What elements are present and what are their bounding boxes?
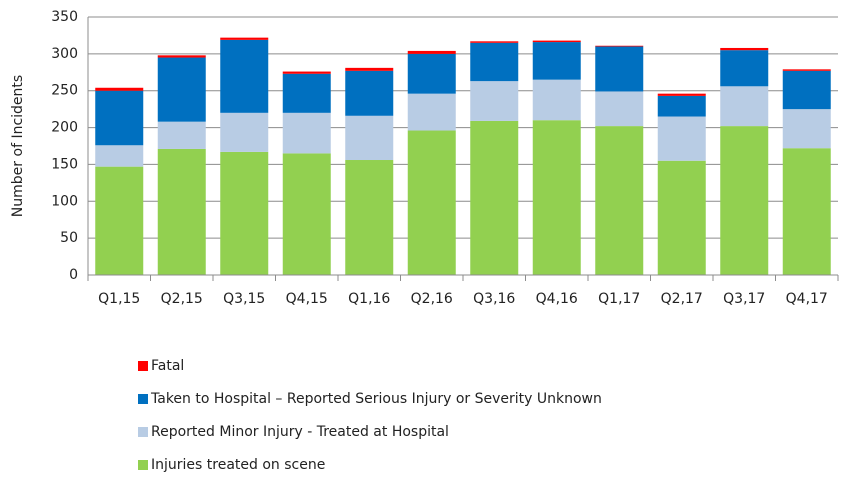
x-tick-label: Q3,15 — [223, 291, 265, 307]
y-tick-label: 100 — [51, 193, 78, 209]
x-tick-label: Q3,17 — [723, 291, 765, 307]
bar-segment — [282, 153, 331, 275]
bar-segment — [220, 37, 269, 40]
bar-segment — [220, 112, 269, 152]
legend-label: Injuries treated on scene — [151, 457, 325, 473]
bar-segment — [532, 42, 581, 80]
bar-segment — [782, 70, 831, 110]
y-tick-label: 150 — [51, 156, 78, 172]
x-tick-label: Q1,16 — [348, 291, 390, 307]
x-tick-label: Q1,15 — [98, 291, 140, 307]
bar-segment — [220, 151, 269, 275]
bar-segment — [720, 47, 769, 51]
bar-segment — [95, 145, 144, 167]
y-tick-label: 50 — [60, 230, 78, 246]
x-tick-label: Q4,17 — [786, 291, 828, 307]
bar-segment — [157, 55, 206, 58]
bar-segment — [95, 90, 144, 146]
bar-segment — [657, 116, 706, 161]
bar-segment — [407, 53, 456, 94]
x-tick-label: Q2,17 — [661, 291, 703, 307]
y-axis-label: Number of Incidents — [10, 75, 26, 217]
bar-segment — [532, 120, 581, 275]
bar-segment — [345, 67, 394, 71]
legend-label: Taken to Hospital – Reported Serious Inj… — [150, 391, 602, 407]
y-tick-label: 0 — [69, 267, 78, 283]
bar-segment — [95, 87, 144, 91]
legend-swatch — [138, 361, 148, 371]
bar-segment — [407, 50, 456, 54]
bar-segment — [782, 69, 831, 71]
x-tick-label: Q3,16 — [473, 291, 515, 307]
bar-segment — [595, 46, 644, 92]
bar-segment — [595, 45, 644, 47]
bar-segment — [95, 166, 144, 275]
bar-segment — [407, 93, 456, 131]
bar-segment — [157, 148, 206, 275]
bar-segment — [782, 148, 831, 275]
bar-segment — [720, 86, 769, 127]
bar-segment — [470, 41, 519, 43]
bar-segment — [657, 160, 706, 275]
legend-swatch — [138, 460, 148, 470]
bar-segment — [157, 57, 206, 122]
bar-segment — [345, 70, 394, 116]
bar-segment — [470, 42, 519, 82]
bar-segment — [282, 112, 331, 154]
bar-segment — [345, 115, 394, 161]
bar-segment — [532, 40, 581, 43]
bar-segment — [595, 91, 644, 127]
legend-swatch — [138, 427, 148, 437]
y-tick-label: 350 — [51, 9, 78, 25]
x-tick-label: Q4,16 — [536, 291, 578, 307]
x-tick-label: Q1,17 — [598, 291, 640, 307]
bar-segment — [720, 50, 769, 87]
bar-segment — [220, 39, 269, 113]
bar-segment — [470, 81, 519, 121]
bar-segment — [282, 73, 331, 113]
legend-label: Fatal — [151, 358, 184, 374]
y-tick-label: 250 — [51, 83, 78, 99]
legend-label: Reported Minor Injury - Treated at Hospi… — [151, 424, 449, 440]
bar-segment — [782, 109, 831, 149]
y-tick-label: 300 — [51, 46, 78, 62]
bar-segment — [720, 126, 769, 276]
bar-segment — [470, 120, 519, 276]
bar-segment — [282, 71, 331, 74]
bar-segment — [657, 95, 706, 117]
legend-swatch — [138, 394, 148, 404]
y-tick-label: 200 — [51, 120, 78, 136]
x-tick-label: Q4,15 — [286, 291, 328, 307]
bar-segment — [532, 79, 581, 121]
bar-segment — [657, 93, 706, 96]
bar-segment — [407, 130, 456, 275]
x-tick-label: Q2,16 — [411, 291, 453, 307]
bar-segment — [345, 160, 394, 275]
x-tick-label: Q2,15 — [161, 291, 203, 307]
bar-segment — [157, 121, 206, 149]
bar-segment — [595, 126, 644, 276]
